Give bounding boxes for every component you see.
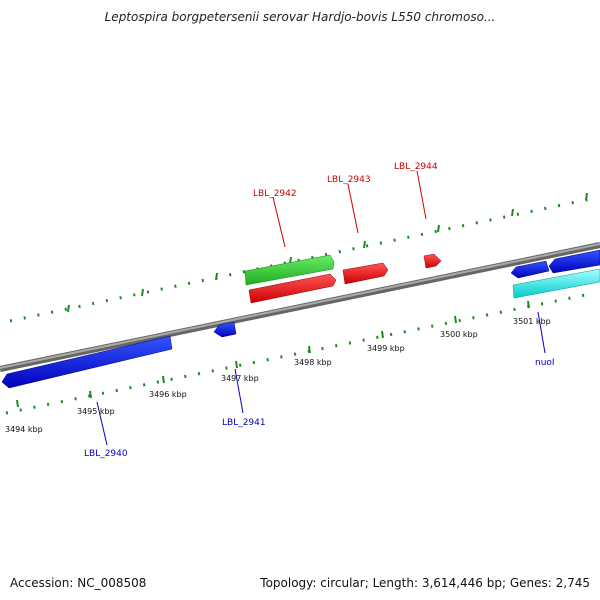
gene-label-lbl-2940[interactable]: LBL_2940 [84,449,128,459]
leader-lbl-2940 [96,401,108,446]
gene-lbl-2941[interactable] [213,321,237,338]
length-label: Length: [372,576,419,590]
tick-label: 3501 kbp [513,317,551,326]
accession-value: NC_008508 [77,576,147,590]
gene-nuoi[interactable] [512,268,600,299]
tick-label: 3494 kbp [5,425,43,434]
length-value: 3,614,446 bp [421,576,502,590]
accession-label: Accession: [10,576,74,590]
topology-label: Topology: [260,576,317,590]
gene-lbl-2944[interactable] [423,253,442,269]
tick-label: 3499 kbp [367,344,405,353]
gene-label-lbl-2942[interactable]: LBL_2942 [253,189,297,199]
gene-label-lbl-2944[interactable]: LBL_2944 [394,162,438,172]
accession-info: Accession: NC_008508 [10,576,146,590]
gene-lbl-2943[interactable] [342,262,389,285]
leader-lbl-2941 [234,368,244,414]
tick-label: 3496 kbp [149,390,187,399]
genes-label: Genes: [509,576,552,590]
gene-label-nuoi[interactable]: nuoI [535,358,555,368]
genes-value: 2,745 [555,576,590,590]
gene-right-blue-1[interactable] [510,260,550,279]
gene-label-lbl-2943[interactable]: LBL_2943 [327,175,371,185]
outer-tick-ring [9,196,596,323]
gene-lbl-2942[interactable] [248,273,337,304]
leader-lbl-2944 [416,170,427,220]
outer-major-ticks [67,192,588,313]
gene-label-lbl-2941[interactable]: LBL_2941 [222,418,266,428]
gene-right-blue-2[interactable] [548,249,600,274]
leader-lbl-2942 [272,196,286,248]
leader-lbl-2943 [347,183,359,234]
inner-tick-ring [5,291,596,415]
gene-lbl-2942-green[interactable] [244,254,335,286]
map-title: Leptospira borgpetersenii serovar Hardjo… [104,10,496,24]
tick-label: 3495 kbp [77,407,115,416]
tick-label: 3497 kbp [221,374,259,383]
tick-label: 3498 kbp [294,358,332,367]
leader-nuoi [537,311,546,354]
gene-lbl-2940[interactable] [1,335,173,389]
inner-major-ticks [16,300,530,408]
genome-stats: Topology: circular; Length: 3,614,446 bp… [260,576,590,590]
tick-label: 3500 kbp [440,330,478,339]
topology-value: circular [320,576,365,590]
